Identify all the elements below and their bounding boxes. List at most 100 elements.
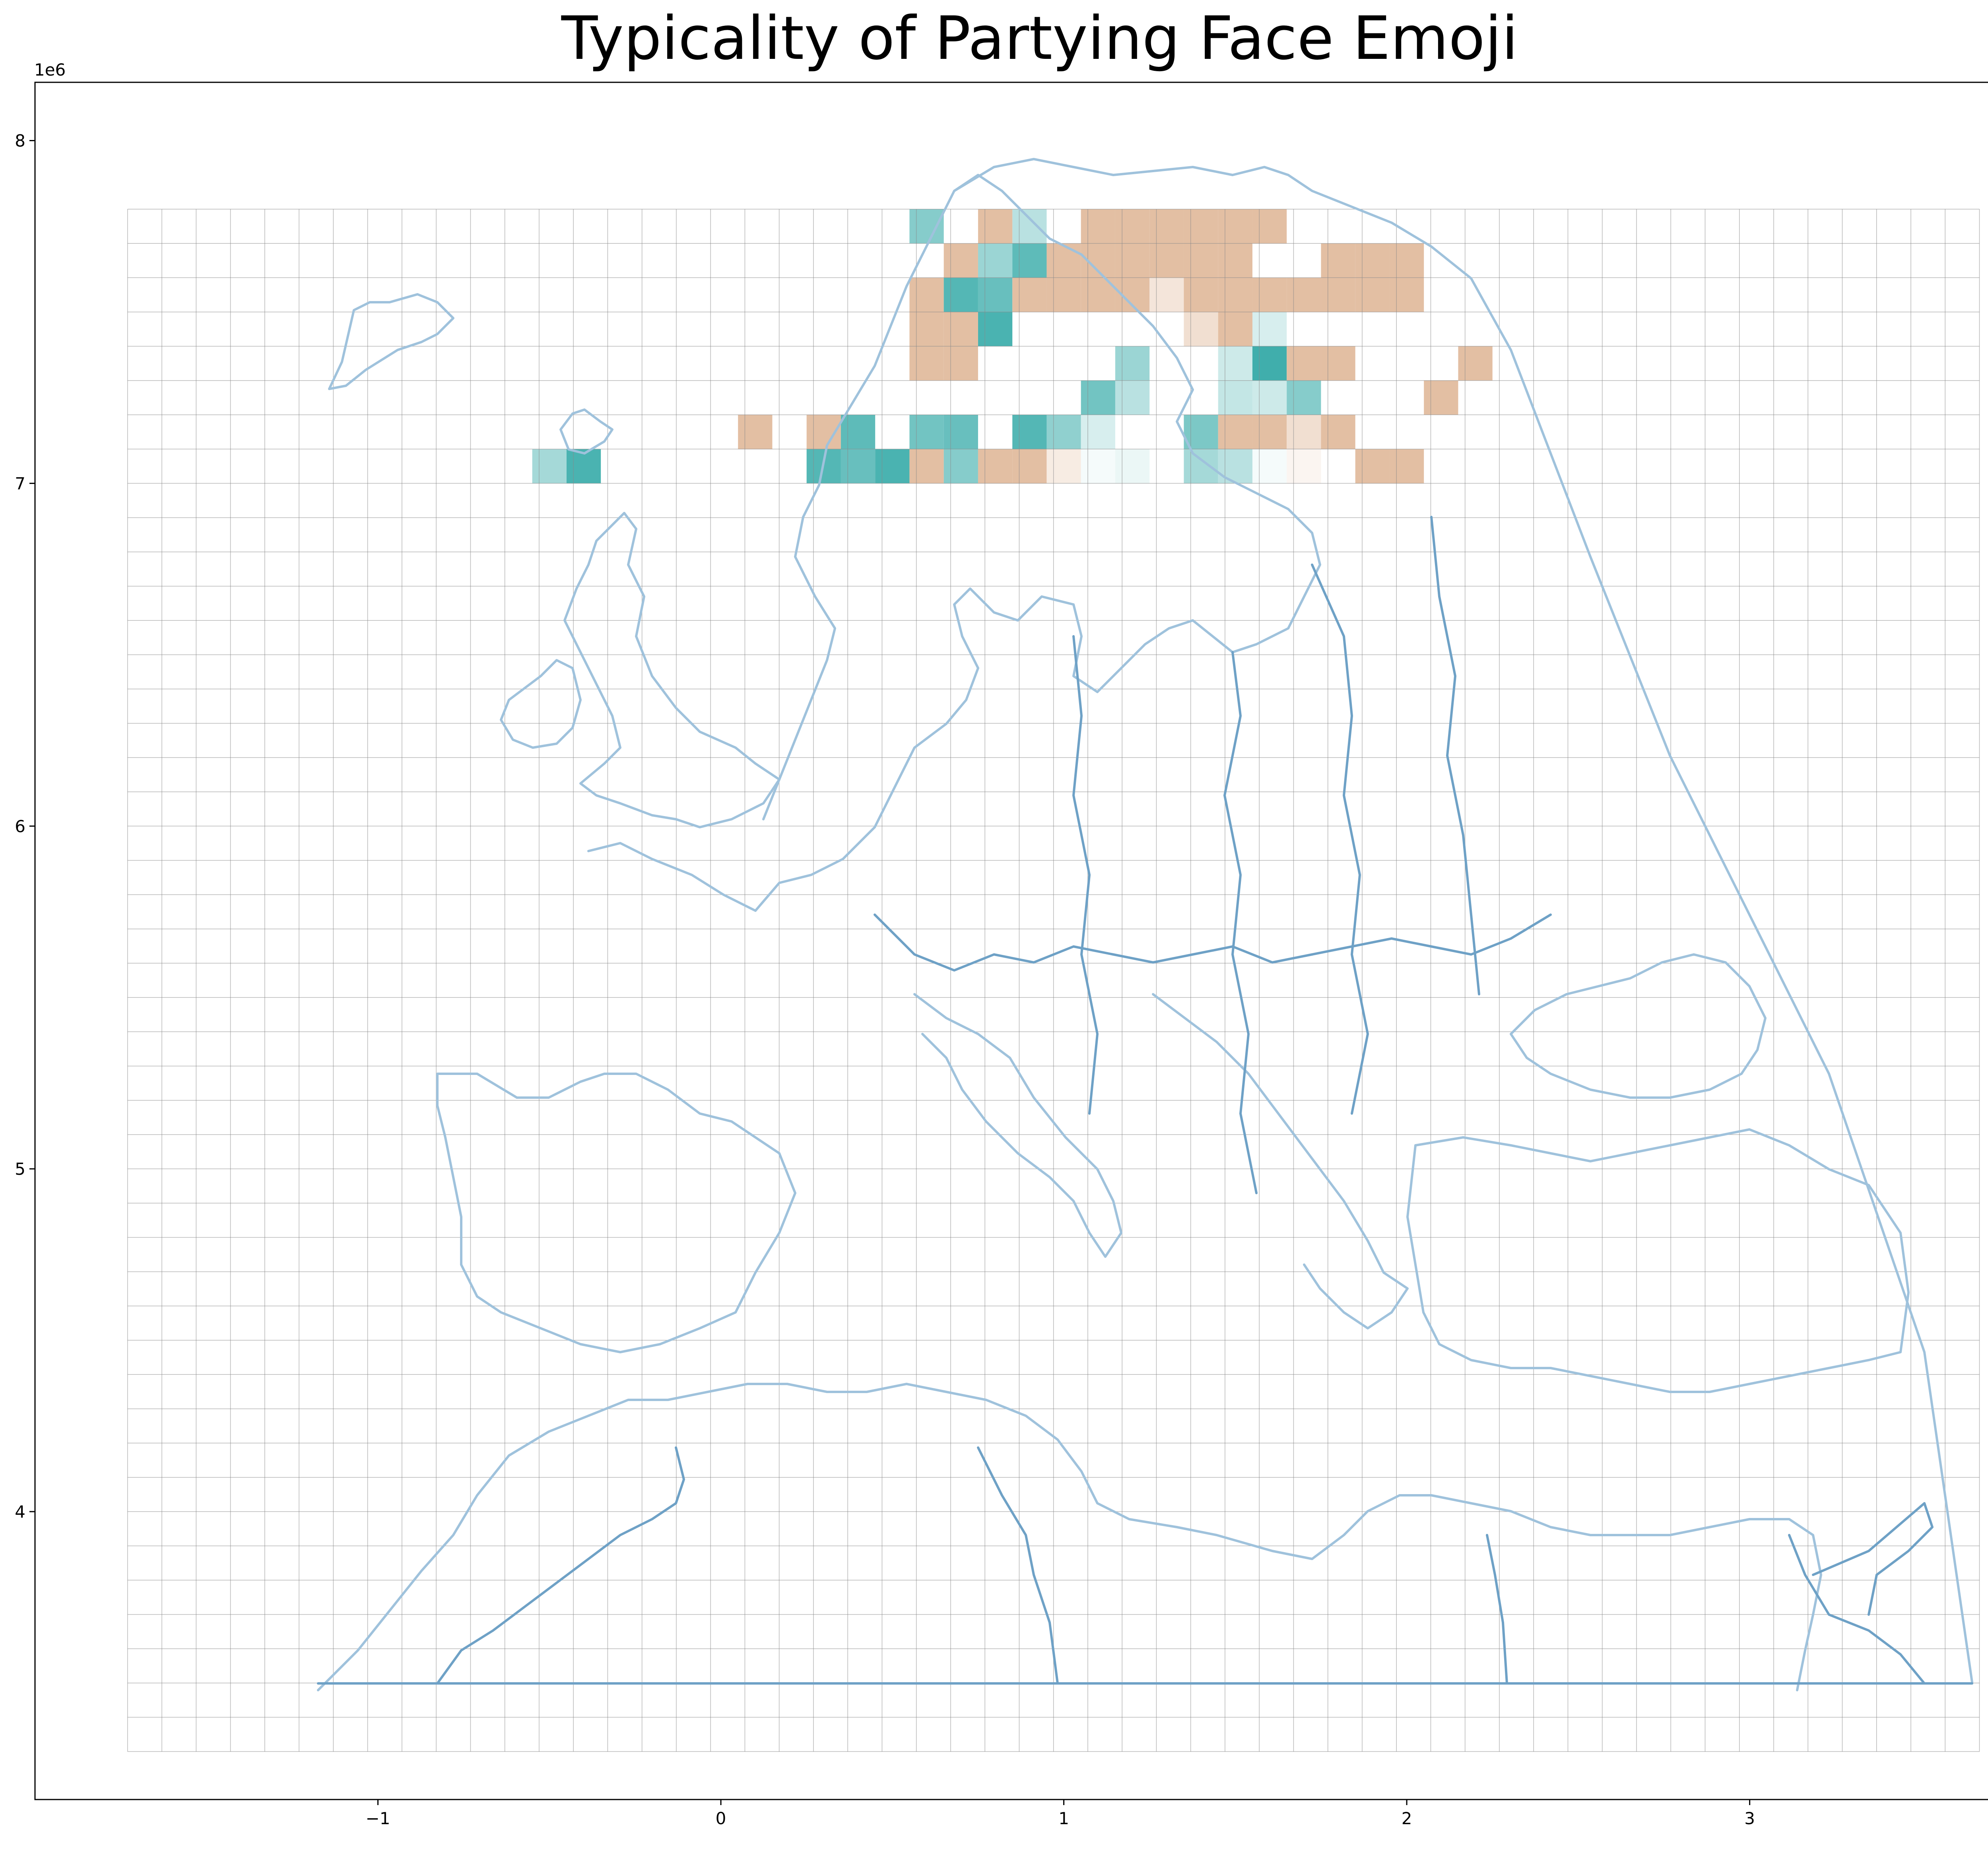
heat-cell-3 (1081, 209, 1115, 244)
heat-cell-18 (1321, 243, 1355, 278)
x-tick-label-0: −1 (366, 1809, 390, 1828)
coastlines (317, 158, 1973, 1691)
y-axis-ticks: 4 5 6 7 8 (15, 131, 35, 1522)
britain-coast (563, 512, 780, 828)
turkey-coast (1406, 1128, 1910, 1393)
heat-cell-31 (1252, 278, 1287, 312)
heat-cell-0 (909, 209, 944, 244)
heat-cell-61 (1012, 415, 1047, 449)
heat-cell-40 (1252, 312, 1287, 346)
border-3 (1223, 651, 1258, 1194)
y-tick-label-0: 4 (15, 1502, 25, 1522)
border-5 (1430, 516, 1480, 995)
heat-cell-70 (566, 449, 601, 484)
heat-cell-69 (532, 449, 567, 484)
heat-cell-66 (1252, 415, 1287, 449)
heatmap-cells (532, 209, 1493, 484)
border-8 (1788, 1534, 1926, 1685)
y-tick-label-2: 6 (15, 816, 25, 836)
border-4 (1311, 564, 1369, 1115)
heat-cell-83 (1252, 449, 1287, 484)
heat-cell-12 (1046, 243, 1081, 278)
heat-cell-62 (1046, 415, 1081, 449)
heat-cell-73 (875, 449, 910, 484)
heat-cell-28 (1149, 278, 1184, 312)
greenland-coast (328, 293, 454, 390)
heat-cell-30 (1218, 278, 1252, 312)
heat-cell-79 (1081, 449, 1115, 484)
heat-cell-36 (909, 312, 944, 346)
heat-cell-22 (944, 278, 978, 312)
country-borders (317, 516, 1973, 1685)
heat-cell-6 (1184, 209, 1218, 244)
heat-cell-54 (1287, 380, 1321, 415)
heat-cell-72 (841, 449, 876, 484)
heat-cell-86 (1389, 449, 1424, 484)
heat-cell-21 (909, 278, 944, 312)
heat-cell-5 (1149, 209, 1184, 244)
heat-cell-74 (909, 449, 944, 484)
heat-cell-51 (1115, 380, 1150, 415)
heat-cell-76 (978, 449, 1013, 484)
heat-cell-84 (1287, 449, 1321, 484)
heat-cell-7 (1218, 209, 1252, 244)
heat-cell-24 (1012, 278, 1047, 312)
heat-cell-65 (1218, 415, 1252, 449)
heat-cell-14 (1115, 243, 1150, 278)
heat-cell-1 (1012, 209, 1047, 244)
heat-cell-42 (909, 346, 944, 381)
heat-cell-44 (1115, 346, 1150, 381)
chart-title: Typicality of Partying Face Emoji (561, 4, 1518, 73)
heat-cell-29 (1184, 278, 1218, 312)
grid-lines (127, 209, 1980, 1752)
heat-cell-17 (1218, 243, 1252, 278)
heat-cell-48 (1321, 346, 1355, 381)
x-tick-label-3: 2 (1402, 1809, 1412, 1828)
heat-cell-81 (1184, 449, 1218, 484)
heat-cell-9 (944, 243, 978, 278)
border-1 (874, 913, 1552, 972)
balkans-greece-coast (1152, 993, 1409, 1329)
heat-cell-77 (1012, 449, 1047, 484)
heat-cell-19 (1355, 243, 1390, 278)
heat-cell-33 (1321, 278, 1355, 312)
heat-cell-4 (1115, 209, 1150, 244)
heat-cell-11 (1012, 243, 1047, 278)
heat-cell-52 (1218, 380, 1252, 415)
heat-cell-63 (1081, 415, 1115, 449)
heat-cell-41 (1218, 312, 1252, 346)
border-9 (1812, 1502, 1934, 1616)
y-tick-label-1: 5 (15, 1159, 25, 1179)
heat-cell-34 (1355, 278, 1390, 312)
heat-cell-75 (944, 449, 978, 484)
scandinavia-north-coast (953, 158, 1830, 1075)
heat-cell-43 (944, 346, 978, 381)
heat-cell-35 (1389, 278, 1424, 312)
heat-cell-38 (978, 312, 1013, 346)
heat-cell-58 (841, 415, 876, 449)
heat-cell-37 (944, 312, 978, 346)
mainland-coast (587, 174, 1321, 912)
heat-cell-10 (978, 243, 1013, 278)
heat-cell-15 (1149, 243, 1184, 278)
heat-cell-50 (1081, 380, 1115, 415)
y-tick-label-3: 7 (15, 474, 25, 493)
heat-cell-25 (1046, 278, 1081, 312)
east-frame-line (1828, 1073, 1973, 1683)
heat-cell-45 (1218, 346, 1252, 381)
x-axis-ticks: −1 0 1 2 3 (366, 1800, 1755, 1828)
heat-cell-85 (1355, 449, 1390, 484)
y-offset-label: 1e6 (34, 60, 66, 80)
heat-cell-55 (1424, 380, 1458, 415)
north-africa-coast (317, 1383, 1822, 1691)
y-tick-label-4: 8 (15, 131, 25, 151)
heat-cell-78 (1046, 449, 1081, 484)
heat-cell-23 (978, 278, 1013, 312)
italy-coast (913, 993, 1122, 1258)
border-2 (1072, 635, 1099, 1115)
heat-cell-2 (978, 209, 1013, 244)
axes-frame (34, 82, 1988, 1800)
heat-cell-46 (1252, 346, 1287, 381)
heat-cell-56 (738, 415, 773, 449)
